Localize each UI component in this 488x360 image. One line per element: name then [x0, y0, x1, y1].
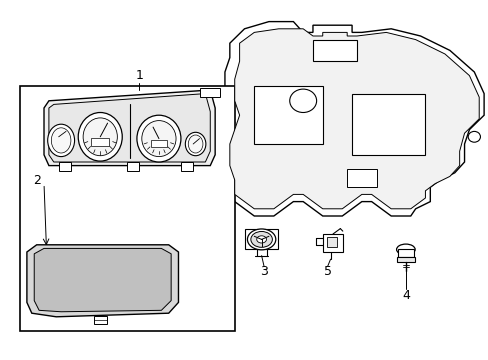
Polygon shape	[34, 248, 171, 312]
Ellipse shape	[396, 244, 414, 255]
Ellipse shape	[250, 231, 272, 247]
Bar	[351, 94, 425, 155]
Text: 2: 2	[33, 174, 41, 186]
Bar	[312, 40, 356, 61]
Ellipse shape	[78, 112, 122, 161]
Ellipse shape	[137, 115, 181, 162]
Bar	[151, 140, 166, 147]
Ellipse shape	[188, 135, 203, 153]
Bar	[20, 86, 234, 331]
Bar	[326, 237, 337, 247]
Bar	[323, 234, 342, 252]
Ellipse shape	[83, 118, 117, 156]
Polygon shape	[44, 90, 215, 166]
Bar	[59, 162, 71, 171]
Ellipse shape	[48, 124, 74, 157]
Ellipse shape	[467, 131, 479, 142]
Text: 3: 3	[260, 265, 267, 278]
Bar	[245, 229, 277, 249]
Polygon shape	[49, 94, 210, 162]
Bar	[94, 316, 106, 324]
Bar	[346, 169, 376, 187]
Bar	[254, 86, 322, 144]
Ellipse shape	[289, 89, 316, 113]
Bar	[181, 162, 193, 171]
Ellipse shape	[142, 121, 176, 157]
Bar	[127, 162, 139, 171]
Bar	[91, 138, 109, 146]
Text: 4: 4	[401, 289, 409, 302]
Bar	[397, 249, 413, 257]
Ellipse shape	[185, 132, 205, 156]
Ellipse shape	[51, 128, 71, 153]
Polygon shape	[224, 22, 483, 216]
Bar	[396, 257, 414, 262]
Bar	[200, 88, 220, 97]
Text: 1: 1	[135, 69, 143, 82]
Polygon shape	[229, 29, 478, 209]
Ellipse shape	[256, 236, 266, 243]
Text: 5: 5	[323, 265, 331, 278]
Polygon shape	[27, 245, 178, 317]
Ellipse shape	[247, 229, 275, 250]
